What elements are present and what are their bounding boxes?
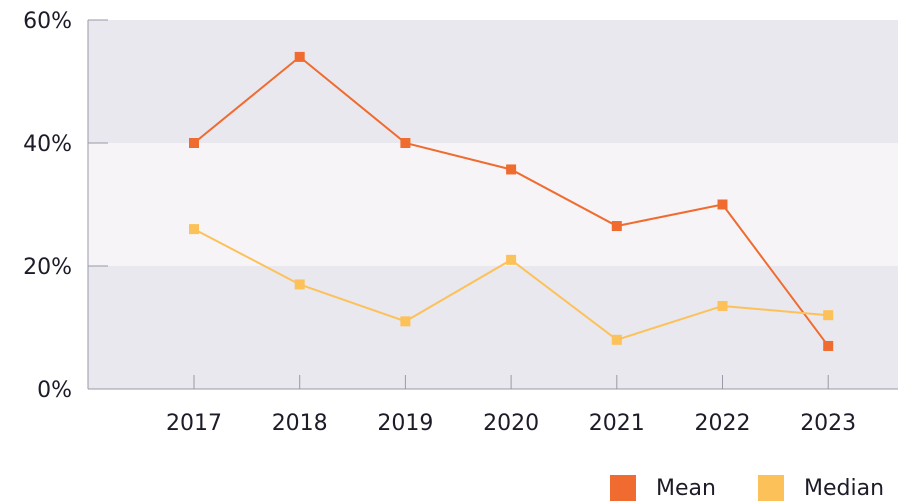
x-tick-label: 2017	[166, 411, 222, 436]
point	[611, 334, 622, 345]
legend-label: Median	[804, 476, 884, 501]
legend-swatch	[758, 475, 784, 501]
point	[823, 310, 834, 321]
y-tick-label: 60%	[23, 9, 72, 34]
point	[717, 199, 728, 210]
x-tick-label: 2020	[483, 411, 539, 436]
point	[400, 138, 411, 148]
x-tick-label: 2023	[800, 411, 856, 436]
y-tick-label: 0%	[37, 378, 72, 403]
y-tick-label: 20%	[23, 255, 72, 280]
point	[189, 224, 199, 235]
legend-swatch	[610, 475, 636, 501]
point	[506, 164, 517, 175]
band	[88, 20, 898, 143]
point	[823, 340, 834, 351]
x-tick-label: 2019	[377, 411, 433, 436]
point	[294, 51, 305, 62]
point	[506, 254, 517, 265]
point	[717, 300, 728, 311]
x-tick-label: 2022	[695, 411, 751, 436]
y-tick-label: 40%	[23, 132, 72, 157]
x-tick-label: 2021	[589, 411, 645, 436]
point	[400, 316, 411, 327]
band	[88, 266, 898, 389]
point	[294, 279, 305, 290]
band	[88, 143, 898, 266]
point	[611, 221, 622, 232]
point	[189, 138, 199, 148]
x-tick-label: 2018	[272, 411, 328, 436]
legend-label: Mean	[656, 476, 716, 501]
